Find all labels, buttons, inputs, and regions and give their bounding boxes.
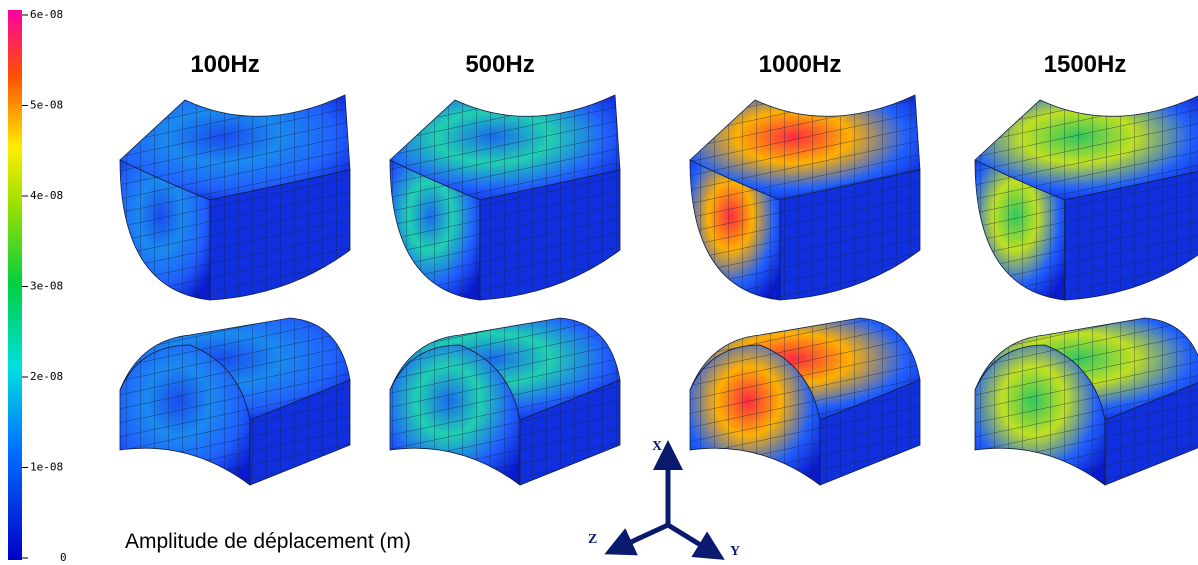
colorbar-label: 6e-08 — [30, 8, 63, 21]
axis-label: X — [652, 439, 662, 454]
colorbar-label: 0 — [60, 551, 67, 564]
frequency-label: 1000Hz — [759, 51, 842, 78]
model-mesh — [390, 318, 620, 420]
model-mesh — [250, 380, 350, 485]
model-mesh — [975, 95, 1198, 200]
model-mesh — [1105, 382, 1198, 485]
model-mesh — [120, 95, 350, 200]
model-mesh — [690, 345, 820, 485]
frequency-label: 1500Hz — [1044, 51, 1127, 78]
model-mesh — [390, 95, 620, 200]
model-mesh — [480, 170, 620, 300]
model-mesh — [120, 345, 250, 485]
model-mesh — [120, 318, 350, 420]
axis-triad — [604, 440, 725, 560]
axis-label: Y — [730, 544, 740, 559]
model-mesh — [820, 380, 920, 485]
mesh-model — [389, 94, 621, 486]
colorbar-label: 4e-08 — [30, 189, 63, 202]
model-mesh — [520, 380, 620, 485]
colorbar-label: 1e-08 — [30, 461, 63, 474]
caption: Amplitude de déplacement (m) — [125, 530, 411, 553]
model-mesh — [1065, 171, 1198, 300]
model-mesh — [690, 318, 920, 420]
model-mesh — [210, 170, 350, 300]
colorbar-label: 2e-08 — [30, 370, 63, 383]
model-mesh — [975, 318, 1198, 420]
frequency-label: 500Hz — [465, 51, 534, 78]
mesh-model — [974, 95, 1198, 486]
model-mesh — [690, 160, 780, 300]
colorbar — [8, 10, 22, 560]
model-mesh — [390, 160, 480, 300]
colorbar-label: 5e-08 — [30, 99, 63, 112]
model-mesh — [120, 160, 210, 300]
model-mesh — [390, 345, 520, 485]
axis-label: Z — [588, 532, 597, 547]
mesh-model — [119, 94, 351, 486]
colorbar-label: 3e-08 — [30, 280, 63, 293]
model-mesh — [975, 160, 1065, 300]
model-mesh — [780, 170, 920, 300]
mesh-model — [689, 94, 921, 486]
frequency-label: 100Hz — [190, 51, 259, 78]
model-mesh — [690, 95, 920, 200]
model-mesh — [975, 345, 1105, 485]
